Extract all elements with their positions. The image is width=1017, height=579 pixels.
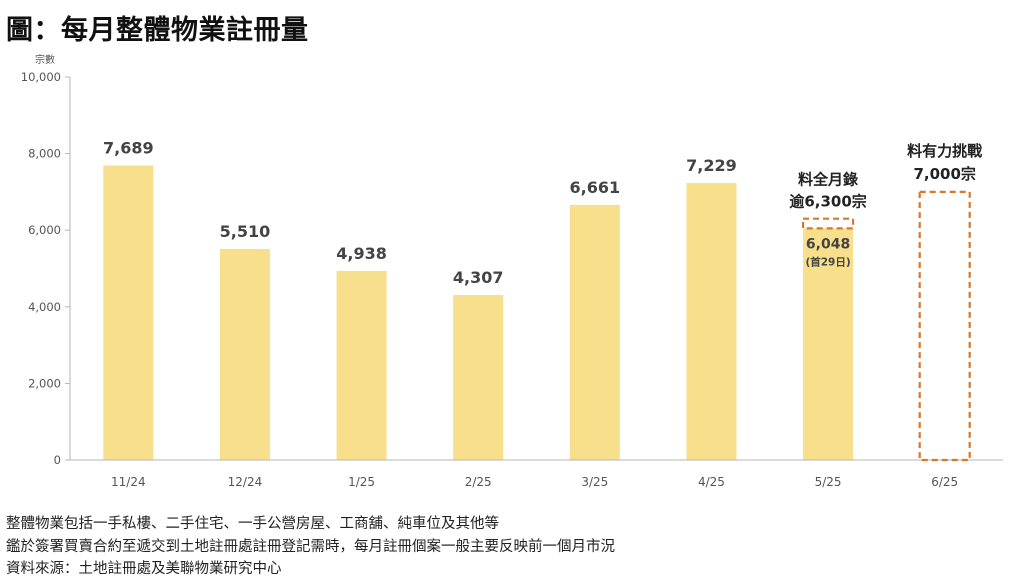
bar-1-25 xyxy=(336,270,387,460)
y-tick-label: 6,000 xyxy=(28,223,61,237)
x-tick-label: 5/25 xyxy=(815,475,842,489)
y-tick-label: 2,000 xyxy=(28,376,61,390)
x-axis: 11/24 12/24 1/25 2/25 3/25 4/25 5/25 6/25 xyxy=(70,459,1003,489)
june-projection-box xyxy=(918,190,971,462)
bar-11-24 xyxy=(103,165,154,461)
x-tick-label: 1/25 xyxy=(348,475,375,489)
y-tick-label: 10,000 xyxy=(21,70,61,84)
data-label: 7,229 xyxy=(686,156,737,175)
bar-chart: 0 2,000 4,000 6,000 8,000 10,000 宗數 7,689 5,510… xyxy=(21,53,1003,489)
y-axis-label: 宗數 xyxy=(35,53,55,66)
may-projection-label-2: 逾6,300宗 xyxy=(789,193,866,211)
x-tick-label: 4/25 xyxy=(698,475,725,489)
may-note: (首29日) xyxy=(805,255,850,268)
bar-2-25 xyxy=(453,295,504,460)
bar-5-25 xyxy=(803,228,854,460)
data-label-may: 6,048 xyxy=(806,236,850,252)
june-projection-label-2: 7,000宗 xyxy=(913,165,975,183)
may-projection-box xyxy=(801,217,855,230)
y-axis: 0 2,000 4,000 6,000 8,000 10,000 宗數 xyxy=(21,53,71,467)
data-label: 5,510 xyxy=(220,222,271,241)
bar-12-24 xyxy=(219,248,270,460)
data-label: 7,689 xyxy=(103,139,154,158)
x-tick-label: 2/25 xyxy=(465,475,492,489)
data-label: 4,938 xyxy=(336,244,387,263)
june-projection-label-1: 料有力挑戰 xyxy=(907,142,982,160)
y-tick-label: 0 xyxy=(54,453,61,467)
bar-3-25 xyxy=(569,204,620,460)
data-labels: 7,689 5,510 4,938 4,307 6,661 7,229 xyxy=(103,139,737,288)
may-projection-label-1: 料全月錄 xyxy=(798,171,858,189)
footnote-source: 資料來源：土地註冊處及美聯物業研究中心 xyxy=(6,561,282,577)
x-tick-label: 6/25 xyxy=(931,475,958,489)
x-tick-label: 3/25 xyxy=(581,475,608,489)
bars xyxy=(103,165,854,461)
data-label: 4,307 xyxy=(453,268,504,287)
data-label: 6,661 xyxy=(570,178,621,197)
y-tick-label: 4,000 xyxy=(28,300,61,314)
x-tick-label: 12/24 xyxy=(228,475,263,489)
chart-title: 圖：每月整體物業註冊量 xyxy=(6,15,309,46)
bar-4-25 xyxy=(686,183,737,460)
y-tick-label: 8,000 xyxy=(28,147,61,161)
x-tick-label: 11/24 xyxy=(111,475,146,489)
footnote-scope: 整體物業包括一手私樓、二手住宅、一手公營房屋、工商舖、純車位及其他等 xyxy=(6,516,499,532)
footnote-lag: 鑑於簽署買賣合約至遞交到土地註冊處註冊登記需時，每月註冊個案一般主要反映前一個月… xyxy=(6,539,615,555)
